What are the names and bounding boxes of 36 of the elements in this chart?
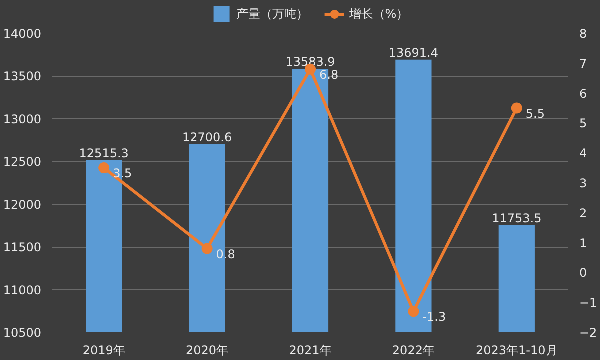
y2-tick-label: 5 — [580, 116, 588, 131]
y2-tick-label: 8 — [580, 27, 588, 41]
y-tick-label: 12000 — [3, 198, 42, 212]
y2-tick-label: 6 — [580, 86, 588, 101]
y2-tick-label: 4 — [580, 146, 588, 161]
data-label: 13691.4 — [388, 46, 439, 60]
data-label: 12515.3 — [79, 146, 129, 160]
y-tick-label: 12500 — [3, 155, 42, 170]
y2-tick-label: 3 — [580, 176, 588, 190]
data-label: 13583.9 — [286, 55, 336, 70]
y2-tick-label: −1 — [580, 296, 598, 310]
y2-tick-label: 7 — [580, 56, 588, 71]
y2-tick-label: 0 — [580, 266, 588, 280]
y-tick-label: 11000 — [3, 283, 42, 298]
point — [511, 102, 522, 114]
y-tick-label: 13500 — [3, 70, 42, 84]
legend-label: 产量（万吨） — [236, 6, 308, 22]
data-label: 12700.6 — [182, 130, 232, 145]
point — [202, 243, 213, 254]
y-tick-label: 10500 — [3, 326, 42, 340]
x-tick-label: 2020年 — [186, 344, 229, 358]
x-tick-label: 2022年 — [392, 344, 435, 358]
x-tick-label: 2021年 — [289, 344, 332, 358]
legend-label: 增长（%） — [349, 6, 409, 22]
y2-tick-label: 1 — [580, 236, 588, 250]
point — [408, 306, 420, 318]
y2-tick-label: 2 — [580, 206, 588, 220]
y2-tick-label: −2 — [580, 326, 598, 340]
point — [98, 162, 110, 174]
y-tick-label: 13000 — [3, 112, 42, 126]
x-tick-label: 2019年 — [82, 344, 126, 358]
data-label: 5.5 — [526, 106, 545, 121]
data-label: 11753.5 — [492, 211, 542, 226]
y-tick-label: 14000 — [3, 27, 42, 41]
x-tick-label: 2023年1-10月 — [476, 344, 558, 358]
y-tick-label: 11500 — [3, 240, 42, 255]
